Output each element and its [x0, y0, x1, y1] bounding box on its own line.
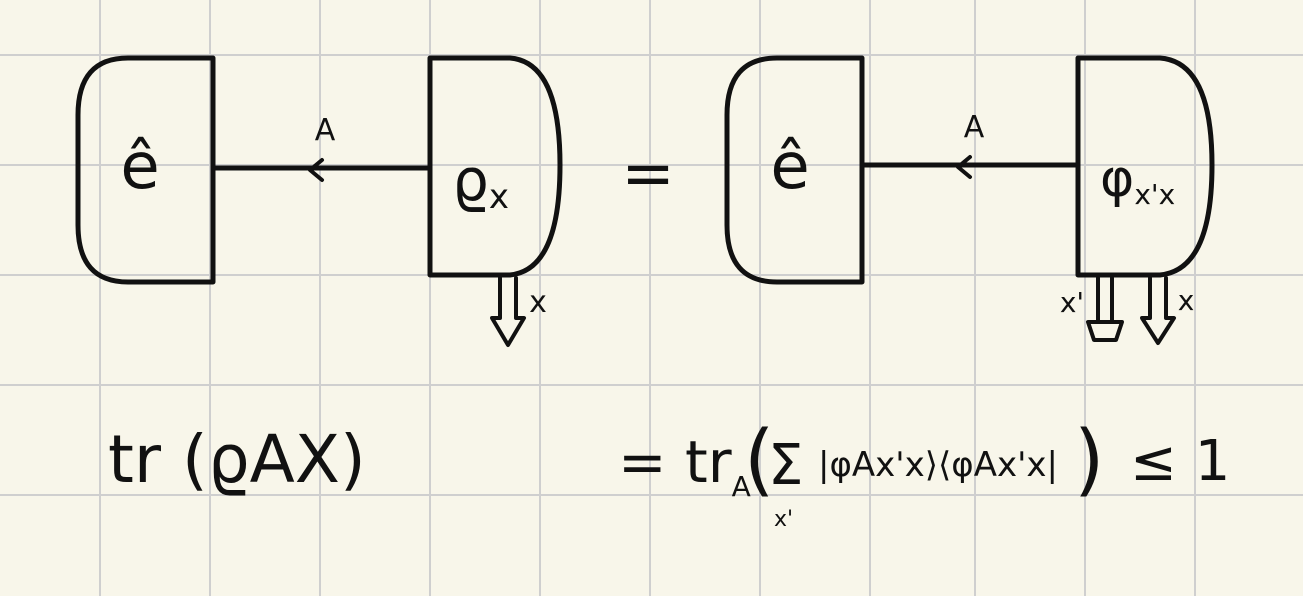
output-double-wire-right-2 [1140, 276, 1176, 345]
sum-subscript: x' [774, 507, 793, 532]
output-label-right-2: x [1178, 284, 1195, 317]
paren-open: ( [744, 415, 774, 505]
effect-label-left: ê [120, 130, 159, 204]
effect-label-right: ê [770, 130, 809, 204]
sum-symbol: Σ [768, 433, 803, 498]
equation-rhs-suffix: ≤ 1 [1130, 429, 1230, 494]
effect-box-left [75, 55, 216, 285]
state-box-left [427, 55, 563, 278]
paren-close: ) [1074, 415, 1104, 505]
wire-arrow-left [308, 158, 324, 182]
equation-rhs-body: |φAx'x⟩⟨φAx'x| [818, 445, 1058, 485]
wire-label-left: A [315, 113, 336, 148]
effect-box-right [724, 55, 865, 285]
equation-lhs: tr (ϱAX) [108, 421, 366, 498]
output-label-right-1: x' [1060, 286, 1084, 319]
output-double-wire-left [490, 276, 526, 347]
output-double-wire-right-1 [1086, 276, 1124, 342]
wire-label-right: A [964, 110, 985, 145]
wire-arrow-right [956, 155, 972, 179]
output-label-left: x [529, 285, 547, 320]
state-label-right: φx'x [1100, 149, 1175, 211]
equals-sign: = [621, 137, 675, 211]
state-box-right [1075, 55, 1215, 278]
state-label-left: ϱx [452, 146, 509, 217]
equation-rhs-prefix: = trA [618, 428, 751, 503]
